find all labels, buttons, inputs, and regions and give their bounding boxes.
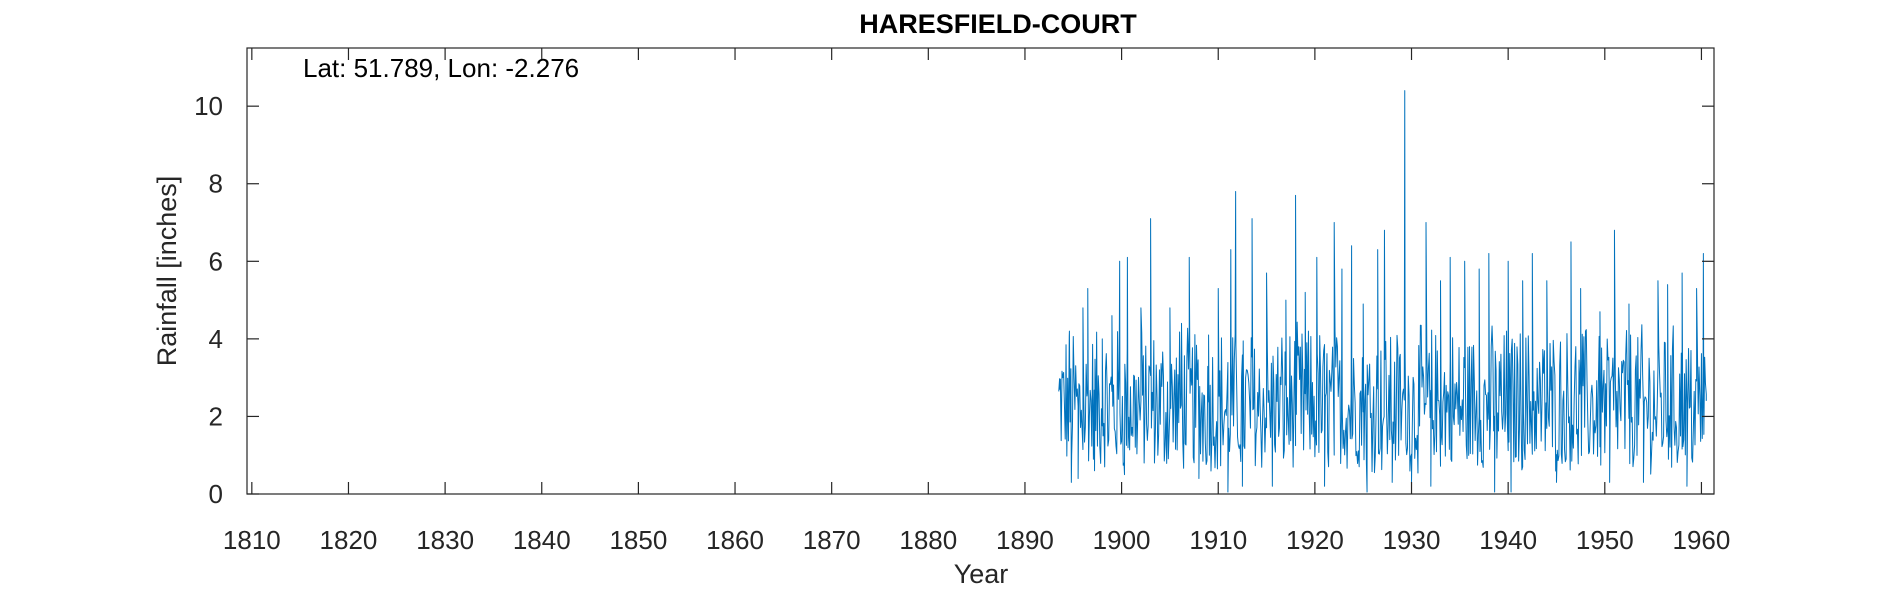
x-tick-label: 1930: [1383, 525, 1441, 555]
x-tick-label: 1900: [1093, 525, 1151, 555]
x-tick-label: 1870: [803, 525, 861, 555]
x-tick-label: 1860: [706, 525, 764, 555]
x-tick-label: 1950: [1576, 525, 1634, 555]
axes-box: [246, 47, 1715, 495]
x-tick-label: 1960: [1673, 525, 1731, 555]
x-tick-label: 1810: [223, 525, 281, 555]
x-axis-label: Year: [954, 559, 1009, 589]
y-tick-label: 8: [209, 169, 223, 199]
x-tick-label: 1890: [996, 525, 1054, 555]
y-tick-label: 6: [209, 246, 223, 276]
x-tick-label: 1910: [1189, 525, 1247, 555]
x-tick-label: 1920: [1286, 525, 1344, 555]
y-tick-label: 10: [194, 91, 223, 121]
y-axis-ticks: 0 2 4 6 8 10: [194, 91, 1714, 509]
rainfall-series-line: [1058, 90, 1707, 493]
x-axis-ticks: 1810 1820 1830 1840 1850 1860 1870 1880 1890 1900…: [223, 48, 1730, 555]
y-tick-label: 2: [209, 401, 223, 431]
x-tick-label: 1830: [416, 525, 474, 555]
x-tick-label: 1820: [320, 525, 378, 555]
x-tick-label: 1840: [513, 525, 571, 555]
x-tick-label: 1850: [609, 525, 667, 555]
y-tick-label: 0: [209, 479, 223, 509]
x-tick-label: 1880: [899, 525, 957, 555]
y-tick-label: 4: [209, 324, 223, 354]
data-layer: [1058, 90, 1707, 493]
chart-title: HARESFIELD-COURT: [859, 9, 1137, 39]
y-axis-label: Rainfall [inches]: [152, 176, 182, 367]
x-tick-label: 1940: [1479, 525, 1537, 555]
location-annotation: Lat: 51.789, Lon: -2.276: [303, 53, 579, 83]
plot-area: 1810 1820 1830 1840 1850 1860 1870 1880 1890 1900…: [194, 47, 1730, 555]
